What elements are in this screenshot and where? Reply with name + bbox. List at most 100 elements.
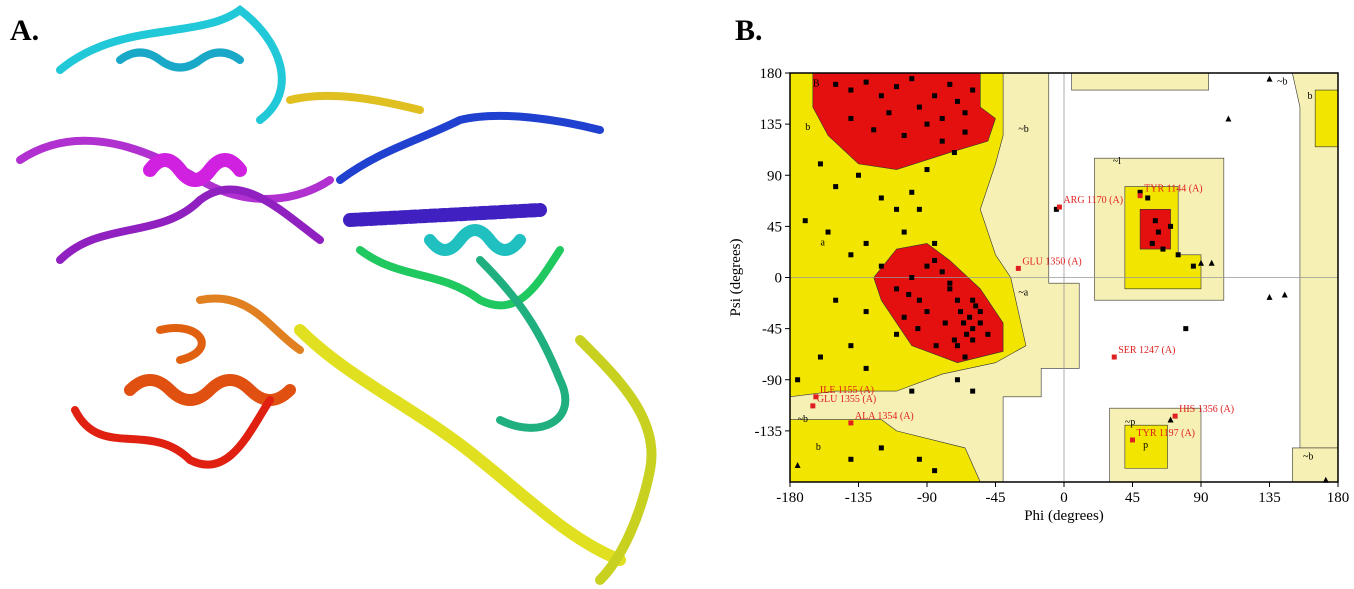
y-tick-label: -135 <box>755 424 783 440</box>
point <box>901 132 907 138</box>
point <box>916 297 922 303</box>
point <box>970 337 976 343</box>
region <box>812 72 996 170</box>
point <box>802 218 808 224</box>
glycine-point <box>1167 416 1174 423</box>
point <box>909 388 915 394</box>
x-tick-label: -45 <box>986 490 1006 506</box>
region-label: ~a <box>1018 288 1028 299</box>
point <box>916 104 922 110</box>
region-label: ~p <box>1125 417 1135 428</box>
point <box>947 280 953 286</box>
glycine-point <box>1225 115 1232 122</box>
region-label: b <box>1308 91 1313 102</box>
outlier-label: TYR 1197 (A) <box>1137 428 1196 439</box>
point <box>878 93 884 99</box>
point <box>825 229 831 235</box>
region <box>1124 424 1168 469</box>
region-label: p <box>1143 440 1148 451</box>
point <box>906 292 912 298</box>
y-tick-label: -45 <box>762 322 782 338</box>
point <box>1155 229 1161 235</box>
point <box>1149 240 1155 246</box>
point <box>1053 206 1059 212</box>
point <box>894 286 900 292</box>
point <box>954 377 960 383</box>
point <box>977 309 983 315</box>
x-tick-label: 180 <box>1327 490 1350 506</box>
point <box>957 309 963 315</box>
point <box>947 286 953 292</box>
point <box>1190 263 1196 269</box>
point <box>833 297 839 303</box>
point <box>970 87 976 93</box>
point <box>848 87 854 93</box>
region-label: a <box>820 238 825 249</box>
point <box>939 269 945 275</box>
x-axis-label: Phi (degrees) <box>1024 508 1104 524</box>
region-label: ~b <box>1303 451 1313 462</box>
y-tick-label: 0 <box>775 271 783 287</box>
outlier-label: ARG 1170 (A) <box>1063 195 1123 206</box>
region-label: ~b <box>1018 124 1028 135</box>
point <box>848 343 854 349</box>
point <box>932 240 938 246</box>
outlier-point <box>848 420 854 426</box>
point <box>878 445 884 451</box>
point <box>1168 223 1174 229</box>
glycine-point <box>1208 259 1215 266</box>
point <box>909 275 915 280</box>
point <box>933 343 939 349</box>
point <box>942 320 948 326</box>
point <box>848 456 854 462</box>
outlier-label: TYR 1144 (A) <box>1144 184 1203 195</box>
point <box>954 297 960 303</box>
y-tick-label: 45 <box>767 219 782 235</box>
point <box>951 150 957 156</box>
point <box>863 309 869 315</box>
ramachandran-plot: -180 -135 -90 -45 0 45 90 135 180 -135 -90 -45 0 45 90… <box>728 66 1349 524</box>
region <box>1071 72 1209 91</box>
point <box>863 240 869 246</box>
point <box>795 377 801 383</box>
point <box>962 110 968 116</box>
outlier-point <box>810 403 816 409</box>
region-label: b <box>816 442 821 453</box>
point <box>924 121 930 127</box>
point <box>817 354 823 360</box>
point <box>947 81 953 87</box>
point <box>878 195 884 201</box>
region <box>1314 89 1339 148</box>
point <box>977 320 983 326</box>
protein-ribbon <box>16 5 657 585</box>
y-tick-label: 90 <box>767 168 782 184</box>
plot-frame <box>789 72 1339 483</box>
outlier-label: GLU 1355 (A) <box>817 394 876 405</box>
point <box>886 110 892 116</box>
outlier-point <box>1111 354 1117 360</box>
point <box>924 263 930 269</box>
point <box>932 468 938 474</box>
outlier-point <box>1056 204 1062 210</box>
outlier-point <box>1137 193 1143 199</box>
y-tick-label: 135 <box>760 117 783 133</box>
y-tick-label: -90 <box>762 373 782 389</box>
glycine-point <box>794 461 801 468</box>
point <box>1152 218 1158 224</box>
outlier-label: ALA 1354 (A) <box>855 411 914 422</box>
y-axis-label: Psi (degrees) <box>728 239 744 317</box>
region <box>1139 209 1171 250</box>
point <box>1145 195 1151 201</box>
region-label: B <box>813 79 820 90</box>
point <box>924 309 930 315</box>
point <box>833 184 839 190</box>
point <box>1183 326 1189 332</box>
glycine-point <box>1281 291 1288 298</box>
x-tick-label: 45 <box>1125 490 1140 506</box>
outlier-point <box>1172 413 1178 419</box>
region <box>873 243 1004 364</box>
point <box>863 79 869 85</box>
outlier-point <box>813 394 819 400</box>
glycine-point <box>1198 259 1204 266</box>
point <box>970 297 976 303</box>
